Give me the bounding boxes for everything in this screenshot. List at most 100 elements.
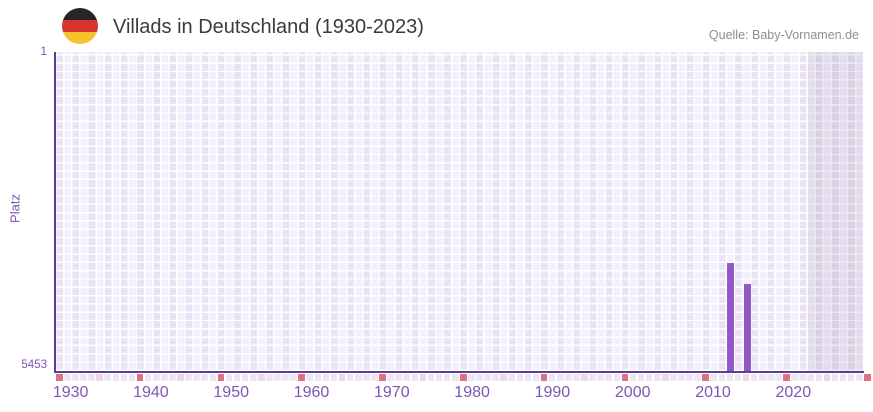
strip-cell	[274, 373, 281, 381]
y-axis-tick-bottom: 5453	[21, 359, 47, 371]
flag-stripe-red	[62, 20, 98, 32]
strip-cell	[451, 373, 459, 381]
strip-cell	[411, 373, 419, 381]
strip-cell	[282, 373, 289, 381]
strip-cell	[161, 373, 168, 381]
strip-cell	[670, 373, 677, 381]
strip-cell	[629, 373, 637, 381]
strip-decade-mark	[540, 373, 548, 381]
strip-cell	[548, 373, 556, 381]
strip-decade-mark	[298, 373, 305, 381]
strip-cell	[758, 373, 766, 381]
strip-decade-mark	[621, 373, 629, 381]
strip-middecade-mark	[823, 373, 831, 381]
rank-bar-2013[interactable]	[727, 263, 735, 371]
strip-cell	[290, 373, 297, 381]
rank-bar-2015[interactable]	[743, 284, 751, 371]
x-axis-tick-1990: 1990	[534, 384, 571, 401]
strip-decade-mark	[217, 373, 225, 381]
x-axis-tick-2010: 2010	[695, 384, 731, 401]
strip-cell	[112, 373, 120, 381]
strip-cell	[185, 373, 192, 381]
strip-cell	[144, 373, 152, 381]
x-axis-tick-2000: 2000	[614, 384, 651, 401]
strip-cell	[403, 373, 411, 381]
plot-area	[55, 52, 863, 371]
strip-cell	[104, 373, 112, 381]
strip-cell	[815, 373, 823, 381]
strip-cell	[532, 373, 540, 381]
strip-middecade-mark	[662, 373, 669, 381]
strip-cell	[694, 373, 701, 381]
strip-cell	[209, 373, 217, 381]
strip-cell	[855, 373, 863, 381]
strip-cell	[589, 373, 596, 381]
strip-cell	[799, 373, 806, 381]
strip-cell	[64, 373, 71, 381]
strip-cell	[653, 373, 661, 381]
strip-cell	[201, 373, 209, 381]
strip-decade-mark	[783, 373, 790, 381]
strip-middecade-mark	[419, 373, 427, 381]
strip-cell	[613, 373, 621, 381]
flag-stripe-gold	[62, 32, 98, 44]
x-axis-tick-1930: 1930	[52, 384, 89, 401]
strip-cell	[476, 373, 483, 381]
y-axis-line	[54, 52, 56, 372]
strip-middecade-mark	[581, 373, 588, 381]
x-axis-line	[54, 370, 864, 373]
strip-middecade-mark	[177, 373, 184, 381]
x-axis-tick-1960: 1960	[293, 384, 330, 401]
strip-cell	[484, 373, 491, 381]
strip-middecade-mark	[742, 373, 750, 381]
strip-cell	[492, 373, 499, 381]
strip-cell	[686, 373, 693, 381]
strip-cell	[72, 373, 79, 381]
strip-cell	[225, 373, 233, 381]
strip-cell	[354, 373, 362, 381]
strip-middecade-mark	[338, 373, 346, 381]
strip-cell	[573, 373, 580, 381]
strip-cell	[524, 373, 532, 381]
strip-cell	[314, 373, 322, 381]
strip-cell	[791, 373, 798, 381]
strip-cell	[726, 373, 734, 381]
strip-cell	[750, 373, 758, 381]
strip-cell	[152, 373, 160, 381]
strip-cell	[468, 373, 475, 381]
source-attribution: Quelle: Baby-Vornamen.de	[708, 28, 859, 42]
strip-decade-mark	[864, 373, 871, 381]
strip-cell	[678, 373, 685, 381]
strip-cell	[839, 373, 847, 381]
strip-cell	[306, 373, 314, 381]
strip-cell	[363, 373, 370, 381]
x-axis-decade-strip	[56, 373, 871, 381]
strip-cell	[266, 373, 273, 381]
strip-cell	[847, 373, 855, 381]
strip-cell	[508, 373, 516, 381]
strip-middecade-mark	[258, 373, 265, 381]
strip-cell	[443, 373, 451, 381]
strip-cell	[435, 373, 443, 381]
strip-cell	[330, 373, 338, 381]
strip-cell	[128, 373, 136, 381]
strip-cell	[120, 373, 128, 381]
recent-years-shaded-band	[808, 52, 863, 371]
strip-cell	[637, 373, 645, 381]
x-axis-tick-1940: 1940	[133, 384, 169, 401]
strip-middecade-mark	[96, 373, 103, 381]
strip-decade-mark	[379, 373, 386, 381]
x-axis-tick-1970: 1970	[374, 384, 410, 401]
strip-cell	[605, 373, 613, 381]
strip-cell	[767, 373, 774, 381]
strip-cell	[427, 373, 435, 381]
y-axis-tick-top: 1	[40, 44, 47, 58]
strip-middecade-mark	[500, 373, 507, 381]
strip-cell	[734, 373, 742, 381]
strip-cell	[395, 373, 402, 381]
strip-decade-mark	[136, 373, 144, 381]
x-axis-tick-1980: 1980	[454, 384, 490, 401]
x-axis-ticks: 1930 1940 1950 1960 1970 1980 1990 2000 2010 2020	[53, 384, 863, 404]
strip-cell	[193, 373, 200, 381]
strip-cell	[346, 373, 354, 381]
